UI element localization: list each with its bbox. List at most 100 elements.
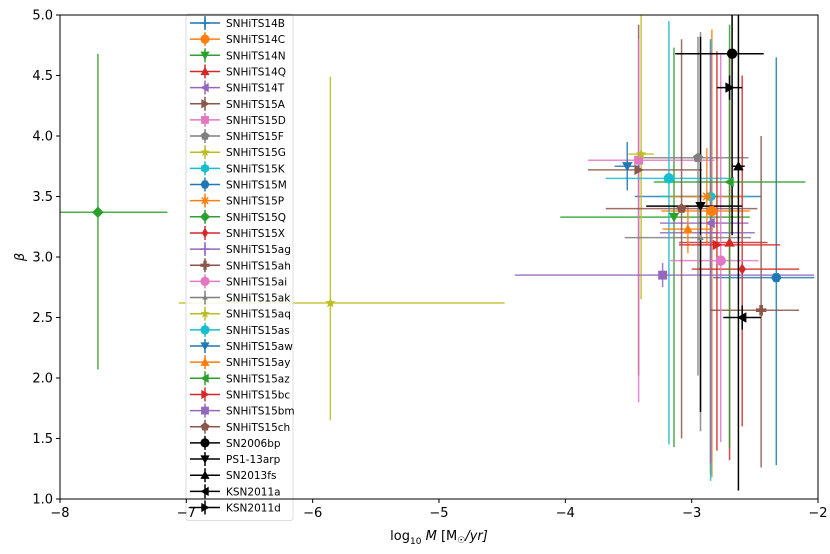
legend-item-snhits15ch: SNHiTS15ch <box>190 419 290 434</box>
legend-marker-snhits15d <box>201 115 209 124</box>
marker-snhits15x <box>738 263 746 275</box>
marker-snhits15ak <box>697 234 704 240</box>
errorbar-ps1-13arp <box>646 36 743 412</box>
legend-item-snhits15f: SNHiTS15F <box>190 129 284 144</box>
legend-label: SNHiTS15bm <box>226 406 295 418</box>
y-tick-label: 2.0 <box>32 372 53 387</box>
marker-snhits15d <box>634 155 644 165</box>
marker-snhits15as <box>663 173 675 184</box>
legend-item-snhits15m: SNHiTS15M <box>190 177 287 192</box>
legend-label: SNHiTS15bc <box>226 389 290 401</box>
legend-label: SNHiTS15Q <box>226 212 286 224</box>
legend-item-snhits15as: SNHiTS15as <box>190 322 290 337</box>
legend-marker-snhits15k <box>201 163 209 173</box>
legend-label: SNHiTS15M <box>226 180 287 192</box>
marker-snhits15f <box>693 152 703 162</box>
legend-marker-snhits15bm <box>201 406 209 415</box>
marker-ksn2011a <box>737 312 747 323</box>
legend-item-snhits15p: SNHiTS15P <box>190 193 284 208</box>
legend-label: SNHiTS14B <box>226 18 285 30</box>
y-tick-label: 2.5 <box>32 311 53 326</box>
legend-label: KSN2011a <box>226 486 281 498</box>
errorbar-snhits15d <box>588 39 715 403</box>
legend-label: SNHiTS14N <box>226 50 286 62</box>
marker-snhits15a <box>634 164 644 176</box>
ticks: −8 −7 −6 −5 −4 −3 −2 1.0 1.5 2.0 2.5 3.0 3.5 4.0 4.5 5.… <box>32 9 827 522</box>
legend-item-ksn2011d: KSN2011d <box>190 500 281 515</box>
y-tick-label: 1.5 <box>32 432 53 447</box>
legend-label: SNHiTS15az <box>226 373 290 385</box>
x-tick-label: −5 <box>429 506 448 521</box>
legend-label: SNHiTS15ay <box>226 357 290 369</box>
legend-item-snhits15ah: SNHiTS15ah <box>190 258 291 273</box>
legend-marker-snhits15x <box>201 227 209 239</box>
legend-marker-snhits15az <box>200 373 209 383</box>
legend-label: PS1-13arp <box>226 454 281 466</box>
legend-marker-snhits15g <box>200 147 210 157</box>
errorbar-snhits15ch <box>605 39 758 439</box>
legend: SNHiTS14B SNHiTS14C SNHiTS14N SNHiTS14Q SNHi… <box>185 13 295 522</box>
errorbar-snhits15a <box>588 24 702 376</box>
legend-item-snhits14q: SNHiTS14Q <box>190 64 286 79</box>
legend-marker-snhits14q <box>200 66 210 76</box>
legend-marker-ksn2011a <box>200 486 209 496</box>
error-bars <box>60 15 815 491</box>
errorbar-snhits15ah <box>710 136 800 468</box>
errorbar-snhits15ai <box>670 54 759 443</box>
errorbar-snhits15q <box>60 53 168 370</box>
marker-ksn2011d <box>725 82 735 93</box>
legend-label: SNHiTS15as <box>226 325 290 337</box>
marker-snhits15ai <box>715 255 726 266</box>
legend-item-snhits15q: SNHiTS15Q <box>190 209 286 224</box>
legend-marker-snhits15ak <box>202 294 208 300</box>
errorbar-sn2006bp <box>675 15 764 236</box>
errorbar-snhits14c <box>661 29 750 478</box>
legend-marker-snhits15a <box>201 99 210 109</box>
legend-marker-snhits15as <box>200 325 210 335</box>
marker-ps1-13arp <box>695 202 706 212</box>
x-axis-label: log10 M [M☉/yr] <box>390 529 488 547</box>
legend-item-snhits15aq: SNHiTS15aq <box>190 306 291 321</box>
marker-sn2013fs <box>733 161 744 171</box>
legend-label: SN2006bp <box>226 438 281 450</box>
marker-snhits15ch <box>676 203 687 213</box>
legend-marker-snhits15ag <box>200 244 210 254</box>
legend-marker-snhits15aw <box>200 342 210 351</box>
legend-label: SNHiTS15ai <box>226 276 287 288</box>
legend-marker-snhits15f <box>200 131 210 140</box>
legend-marker-ksn2011d <box>201 502 210 513</box>
legend-marker-snhits14t <box>200 83 209 93</box>
legend-marker-snhits14n <box>200 51 210 60</box>
legend-label: SNHiTS14Q <box>226 66 286 78</box>
y-axis-label: β <box>13 253 28 262</box>
errorbar-snhits15x <box>691 75 800 427</box>
legend-marker-sn2006bp <box>200 438 210 448</box>
legend-label: SNHiTS15A <box>226 99 286 111</box>
legend-label: SNHiTS15F <box>226 131 284 143</box>
marker-snhits15bm <box>658 270 668 280</box>
x-tick-label: −7 <box>177 506 196 521</box>
legend-label: SNHiTS15ag <box>226 244 291 256</box>
legend-item-snhits15d: SNHiTS15D <box>190 112 286 127</box>
legend-item-snhits15a: SNHiTS15A <box>190 96 286 111</box>
legend-marker-snhits15bc <box>201 389 210 400</box>
marker-snhits14t <box>705 217 715 229</box>
legend-item-ksn2011a: KSN2011a <box>190 484 281 499</box>
legend-item-sn2006bp: SN2006bp <box>190 435 281 450</box>
y-tick-label: 3.0 <box>32 251 53 266</box>
marker-snhits15p <box>701 191 713 202</box>
legend-marker-snhits15q <box>199 211 211 222</box>
legend-label: SN2013fs <box>226 470 276 482</box>
legend-marker-snhits15ch <box>200 422 210 431</box>
x-tick-label: −2 <box>808 506 827 521</box>
marker-snhits15aq <box>325 297 336 308</box>
x-tick-label: −6 <box>303 506 322 521</box>
x-tick-label: −3 <box>682 506 701 521</box>
y-tick-label: 5.0 <box>32 9 53 24</box>
legend-item-snhits15ak: SNHiTS15ak <box>190 290 291 305</box>
legend-item-snhits14c: SNHiTS14C <box>190 32 285 47</box>
y-tick-label: 1.0 <box>32 493 53 508</box>
marker-snhits15q <box>92 206 104 218</box>
legend-marker-snhits15m <box>200 180 210 189</box>
legend-label: SNHiTS14T <box>226 83 285 95</box>
